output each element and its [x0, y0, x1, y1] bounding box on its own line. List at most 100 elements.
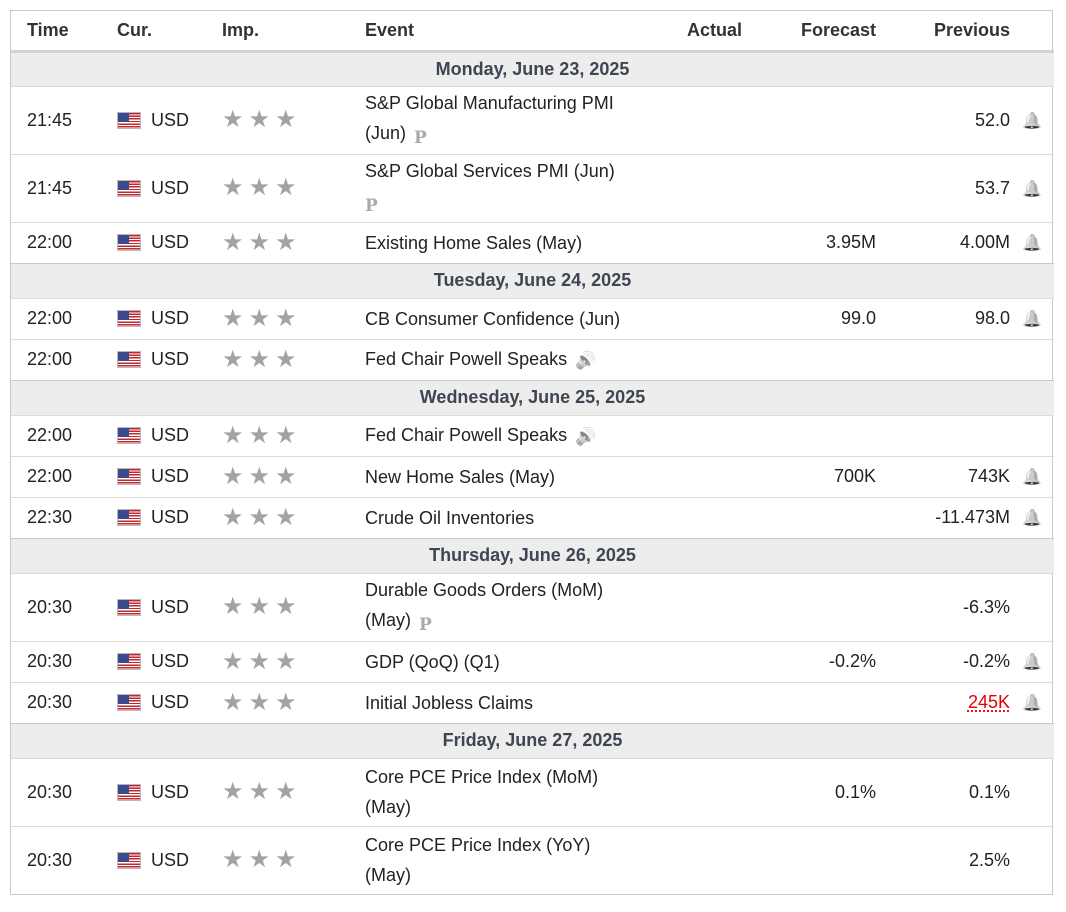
speaker-icon: 🔊 — [575, 350, 597, 370]
event-previous: 53.7 — [974, 177, 1010, 198]
day-header: Monday, June 23, 2025 — [11, 50, 1054, 86]
star-icon: ★ — [222, 345, 244, 373]
event-row[interactable]: 20:30 USD ★ ★ ★ Core PCE Price Index (YoY) (Ma… — [11, 825, 1054, 894]
preliminary-icon: P — [414, 127, 427, 148]
event-actual — [656, 572, 742, 641]
event-name[interactable]: S&P Global Manufacturing PMI — [365, 92, 614, 113]
event-name-period[interactable]: (May) — [365, 609, 411, 630]
speaker-icon: 🔊 — [575, 426, 597, 446]
event-currency-cell: USD — [117, 681, 222, 723]
alert-cell: 🔔 — [1010, 681, 1054, 723]
us-flag-icon — [117, 351, 141, 368]
col-header-forecast[interactable]: Forecast — [742, 11, 876, 53]
event-name[interactable]: Initial Jobless Claims — [365, 692, 534, 713]
event-row[interactable]: 20:30 USD ★ ★ ★ GDP (QoQ) (Q1) -0.2% -0.2% 🔔 — [11, 640, 1054, 682]
alert-cell — [1010, 414, 1054, 456]
event-name[interactable]: New Home Sales (May) — [365, 466, 556, 487]
event-row[interactable]: 22:00 USD ★ ★ ★ New Home Sales (May) 700K 743K 🔔 — [11, 455, 1054, 497]
event-currency-cell: USD — [117, 297, 222, 339]
bell-icon[interactable]: 🔔 — [1022, 112, 1042, 130]
event-name-period[interactable]: (Jun) — [365, 122, 407, 143]
event-previous: 0.1% — [968, 781, 1010, 802]
event-row[interactable]: 22:30 USD ★ ★ ★ Crude Oil Inventories -11.473M… — [11, 496, 1054, 538]
star-icon: ★ — [275, 106, 297, 133]
star-icon: ★ — [275, 503, 297, 531]
event-name[interactable]: S&P Global Services PMI (Jun) — [365, 160, 615, 181]
col-header-importance[interactable]: Imp. — [222, 11, 365, 53]
event-actual — [656, 681, 742, 723]
alert-cell — [1010, 572, 1054, 641]
event-currency-cell: USD — [117, 221, 222, 263]
event-name-period[interactable]: (May) — [365, 865, 411, 886]
calendar-table: Time Cur. Imp. Event Actual Forecast Pre… — [11, 11, 1054, 894]
event-row[interactable]: 22:00 USD ★ ★ ★ Fed Chair Powell Speaks 🔊 — [11, 338, 1054, 380]
event-previous-cell: 743K — [876, 455, 1010, 497]
col-header-time[interactable]: Time — [11, 11, 117, 53]
star-icon: ★ — [275, 304, 297, 332]
bell-icon[interactable]: 🔔 — [1022, 695, 1042, 712]
importance-stars: ★ ★ ★ — [222, 825, 365, 894]
us-flag-icon — [117, 310, 141, 327]
event-row[interactable]: 22:00 USD ★ ★ ★ CB Consumer Confidence (Jun) 9… — [11, 297, 1054, 339]
event-name[interactable]: Fed Chair Powell Speaks — [365, 424, 568, 445]
col-header-currency[interactable]: Cur. — [117, 11, 222, 53]
event-row[interactable]: 20:30 USD ★ ★ ★ Initial Jobless Claims 245K 🔔 — [11, 681, 1054, 723]
event-currency-cell: USD — [117, 496, 222, 538]
event-name[interactable]: Existing Home Sales (May) — [365, 232, 583, 253]
star-icon: ★ — [275, 778, 297, 805]
day-header: Thursday, June 26, 2025 — [11, 537, 1054, 573]
event-currency-cell: USD — [117, 414, 222, 456]
event-previous: -11.473M — [935, 507, 1010, 527]
event-row[interactable]: 20:30 USD ★ ★ ★ Durable Goods Orders (MoM) (Ma… — [11, 572, 1054, 641]
bell-icon[interactable]: 🔔 — [1022, 654, 1042, 671]
event-name[interactable]: Durable Goods Orders (MoM) — [365, 579, 604, 600]
event-time: 20:30 — [11, 825, 117, 894]
event-name[interactable]: Core PCE Price Index (YoY) — [365, 835, 591, 856]
event-name[interactable]: CB Consumer Confidence (Jun) — [365, 308, 621, 329]
event-name-cell: Initial Jobless Claims — [365, 681, 656, 723]
alert-cell: 🔔 — [1010, 221, 1054, 263]
bell-icon[interactable]: 🔔 — [1022, 469, 1042, 486]
event-name[interactable]: GDP (QoQ) (Q1) — [365, 651, 500, 672]
event-currency: USD — [151, 308, 190, 328]
event-time: 22:00 — [11, 414, 117, 456]
bell-icon[interactable]: 🔔 — [1022, 180, 1042, 198]
event-row[interactable]: 22:00 USD ★ ★ ★ Existing Home Sales (May) 3.95… — [11, 221, 1054, 263]
event-actual — [656, 221, 742, 263]
alert-cell — [1010, 825, 1054, 894]
col-header-actual[interactable]: Actual — [656, 11, 742, 53]
star-icon: ★ — [248, 647, 271, 675]
event-previous-cell: 98.0 — [876, 297, 1010, 339]
event-name[interactable]: Crude Oil Inventories — [365, 507, 535, 528]
event-currency: USD — [151, 349, 190, 369]
event-time: 22:00 — [11, 297, 117, 339]
event-name[interactable]: Core PCE Price Index (MoM) — [365, 767, 599, 787]
day-header-row: Friday, June 27, 2025 — [11, 722, 1054, 758]
event-row[interactable]: 21:45 USD ★ ★ ★ S&P Global Manufacturing PMI(… — [11, 85, 1054, 154]
col-header-event[interactable]: Event — [365, 11, 656, 53]
bell-icon[interactable]: 🔔 — [1022, 311, 1042, 328]
event-name-period[interactable]: (May) — [365, 797, 411, 817]
event-name[interactable]: Fed Chair Powell Speaks — [365, 348, 568, 369]
event-row[interactable]: 22:00 USD ★ ★ ★ Fed Chair Powell Speaks 🔊 — [11, 414, 1054, 456]
importance-stars: ★ ★ ★ — [222, 338, 365, 380]
importance-stars: ★ ★ ★ — [222, 496, 365, 538]
event-row[interactable]: 21:45 USD ★ ★ ★ S&P Global Services PMI (Jun)… — [11, 153, 1054, 222]
event-previous-cell: 53.7 — [876, 153, 1010, 222]
event-currency-cell: USD — [117, 640, 222, 682]
us-flag-icon — [117, 694, 141, 711]
bell-icon[interactable]: 🔔 — [1022, 235, 1042, 252]
us-flag-icon — [117, 598, 141, 616]
event-previous-cell: 4.00M — [876, 221, 1010, 263]
event-previous: 4.00M — [959, 232, 1010, 252]
star-icon: ★ — [275, 593, 297, 620]
star-icon: ★ — [275, 462, 297, 490]
col-header-previous[interactable]: Previous — [876, 11, 1010, 53]
event-name-cell: S&P Global Manufacturing PMI (Jun) P — [365, 85, 656, 154]
day-header-row: Monday, June 23, 2025 — [11, 50, 1054, 86]
bell-icon[interactable]: 🔔 — [1022, 510, 1042, 527]
event-row[interactable]: 20:30 USD ★ ★ ★ Core PCE Price Index (MoM) (Ma… — [11, 757, 1054, 826]
us-flag-icon — [117, 468, 141, 485]
event-time: 22:00 — [11, 338, 117, 380]
star-icon: ★ — [222, 106, 244, 133]
